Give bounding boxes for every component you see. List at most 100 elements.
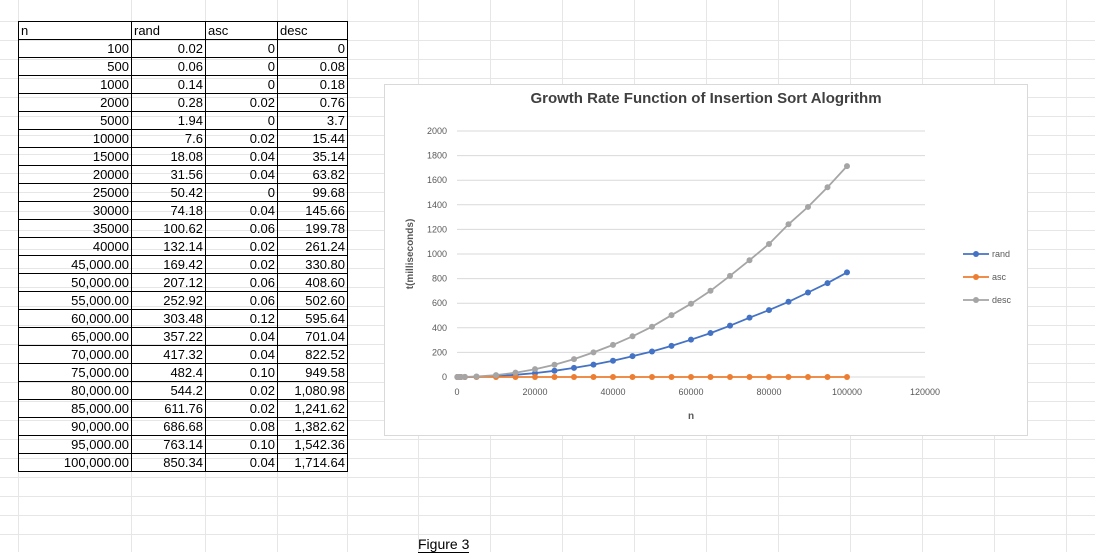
table-cell[interactable]: 0 [205,111,278,130]
table-cell[interactable]: 169.42 [131,255,206,274]
table-cell[interactable]: 1,542.36 [277,435,348,454]
table-cell[interactable]: 90,000.00 [18,417,132,436]
table-cell[interactable]: 95,000.00 [18,435,132,454]
header-cell-asc[interactable]: asc [205,21,278,40]
table-cell[interactable]: 763.14 [131,435,206,454]
table-cell[interactable]: 701.04 [277,327,348,346]
chart-area[interactable]: Growth Rate Function of Insertion Sort A… [384,84,1028,436]
table-cell[interactable]: 0.06 [205,219,278,238]
table-cell[interactable]: 330.80 [277,255,348,274]
table-cell[interactable]: 0.06 [205,291,278,310]
table-cell[interactable]: 0.04 [205,165,278,184]
table-cell[interactable]: 949.58 [277,363,348,382]
table-cell[interactable]: 1,714.64 [277,453,348,472]
table-cell[interactable]: 45,000.00 [18,255,132,274]
table-cell[interactable]: 0.04 [205,327,278,346]
table-cell[interactable]: 0.02 [205,399,278,418]
table-cell[interactable]: 850.34 [131,453,206,472]
table-cell[interactable]: 611.76 [131,399,206,418]
table-cell[interactable]: 25000 [18,183,132,202]
table-cell[interactable]: 199.78 [277,219,348,238]
table-cell[interactable]: 35.14 [277,147,348,166]
table-cell[interactable]: 500 [18,57,132,76]
table-cell[interactable]: 40000 [18,237,132,256]
table-cell[interactable]: 1,382.62 [277,417,348,436]
table-cell[interactable]: 0.14 [131,75,206,94]
table-cell[interactable]: 0 [205,183,278,202]
table-cell[interactable]: 357.22 [131,327,206,346]
table-cell[interactable]: 35000 [18,219,132,238]
table-cell[interactable]: 30000 [18,201,132,220]
table-cell[interactable]: 303.48 [131,309,206,328]
table-cell[interactable]: 0.18 [277,75,348,94]
table-cell[interactable]: 0.02 [205,93,278,112]
table-cell[interactable]: 5000 [18,111,132,130]
table-cell[interactable]: 544.2 [131,381,206,400]
table-cell[interactable]: 60,000.00 [18,309,132,328]
table-cell[interactable]: 145.66 [277,201,348,220]
header-cell-rand[interactable]: rand [131,21,206,40]
table-cell[interactable]: 132.14 [131,237,206,256]
table-cell[interactable]: 15.44 [277,129,348,148]
table-cell[interactable]: 261.24 [277,237,348,256]
table-cell[interactable]: 0.04 [205,147,278,166]
table-cell[interactable]: 85,000.00 [18,399,132,418]
table-cell[interactable]: 0.08 [205,417,278,436]
table-cell[interactable]: 0.76 [277,93,348,112]
table-cell[interactable]: 15000 [18,147,132,166]
table-cell[interactable]: 822.52 [277,345,348,364]
table-cell[interactable]: 0 [205,57,278,76]
table-cell[interactable]: 0.08 [277,57,348,76]
table-cell[interactable]: 80,000.00 [18,381,132,400]
table-cell[interactable]: 63.82 [277,165,348,184]
table-cell[interactable]: 10000 [18,129,132,148]
table-cell[interactable]: 252.92 [131,291,206,310]
table-cell[interactable]: 0.06 [131,57,206,76]
table-cell[interactable]: 0 [277,39,348,58]
table-cell[interactable]: 100 [18,39,132,58]
table-cell[interactable]: 0.02 [205,237,278,256]
table-cell[interactable]: 74.18 [131,201,206,220]
table-cell[interactable]: 417.32 [131,345,206,364]
table-cell[interactable]: 99.68 [277,183,348,202]
table-cell[interactable]: 0.02 [131,39,206,58]
table-cell[interactable]: 100,000.00 [18,453,132,472]
table-cell[interactable]: 1,080.98 [277,381,348,400]
table-cell[interactable]: 7.6 [131,129,206,148]
table-cell[interactable]: 0.10 [205,435,278,454]
table-cell[interactable]: 1,241.62 [277,399,348,418]
table-cell[interactable]: 18.08 [131,147,206,166]
table-cell[interactable]: 50.42 [131,183,206,202]
table-cell[interactable]: 50,000.00 [18,273,132,292]
table-cell[interactable]: 65,000.00 [18,327,132,346]
table-cell[interactable]: 686.68 [131,417,206,436]
header-cell-desc[interactable]: desc [277,21,348,40]
table-cell[interactable]: 31.56 [131,165,206,184]
table-cell[interactable]: 1000 [18,75,132,94]
header-cell-n[interactable]: n [18,21,132,40]
table-cell[interactable]: 0.04 [205,453,278,472]
table-cell[interactable]: 1.94 [131,111,206,130]
table-cell[interactable]: 0.02 [205,381,278,400]
table-cell[interactable]: 75,000.00 [18,363,132,382]
table-cell[interactable]: 70,000.00 [18,345,132,364]
table-cell[interactable]: 3.7 [277,111,348,130]
table-cell[interactable]: 55,000.00 [18,291,132,310]
table-cell[interactable]: 0.10 [205,363,278,382]
table-cell[interactable]: 0.28 [131,93,206,112]
table-cell[interactable]: 20000 [18,165,132,184]
table-cell[interactable]: 0 [205,75,278,94]
table-cell[interactable]: 0.04 [205,201,278,220]
table-cell[interactable]: 2000 [18,93,132,112]
table-cell[interactable]: 408.60 [277,273,348,292]
table-cell[interactable]: 595.64 [277,309,348,328]
table-cell[interactable]: 0.06 [205,273,278,292]
table-cell[interactable]: 0.02 [205,129,278,148]
table-cell[interactable]: 0 [205,39,278,58]
table-cell[interactable]: 502.60 [277,291,348,310]
table-cell[interactable]: 482.4 [131,363,206,382]
table-cell[interactable]: 0.04 [205,345,278,364]
table-cell[interactable]: 0.12 [205,309,278,328]
table-cell[interactable]: 207.12 [131,273,206,292]
table-cell[interactable]: 100.62 [131,219,206,238]
